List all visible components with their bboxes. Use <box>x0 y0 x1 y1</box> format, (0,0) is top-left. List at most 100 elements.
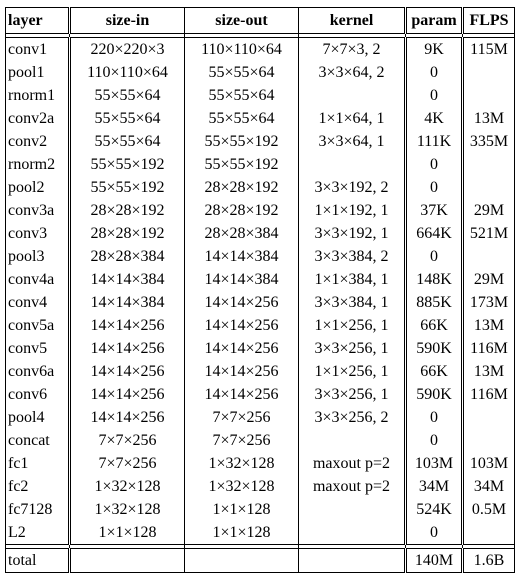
cell-flps: 13M <box>463 314 515 337</box>
cell-size-in: 55×55×64 <box>70 107 185 130</box>
table-row: conv3a 28×28×192 28×28×192 1×1×192, 1 37K 29M <box>6 199 515 222</box>
cell-param: 0 <box>406 429 463 452</box>
cell-size-out: 55×55×192 <box>185 130 299 153</box>
cell-layer: conv4 <box>6 291 70 314</box>
cell-size-out: 7×7×256 <box>185 429 299 452</box>
cell-flps: 0.5M <box>463 498 515 521</box>
table-row: conv4a 14×14×384 14×14×384 1×1×384, 1 148K 29… <box>6 268 515 291</box>
cell-size-out: 14×14×256 <box>185 383 299 406</box>
table-row: conv6 14×14×256 14×14×256 3×3×256, 1 590K 116… <box>6 383 515 406</box>
cell-layer: fc2 <box>6 475 70 498</box>
cell-size-in: 14×14×384 <box>70 268 185 291</box>
cell-size-out: 1×1×128 <box>185 521 299 545</box>
cell-size-out: 28×28×192 <box>185 176 299 199</box>
network-architecture-table: layer size-in size-out kernel param FLPS… <box>5 7 515 573</box>
cell-layer: pool3 <box>6 245 70 268</box>
cell-size-in: 14×14×256 <box>70 337 185 360</box>
total-label: total <box>6 549 70 573</box>
cell-size-out: 14×14×384 <box>185 245 299 268</box>
cell-param: 590K <box>406 383 463 406</box>
cell-size-out: 55×55×64 <box>185 107 299 130</box>
table-row: fc1 7×7×256 1×32×128 maxout p=2 103M 103M <box>6 452 515 475</box>
cell-size-in: 220×220×3 <box>70 38 185 62</box>
cell-kernel: 1×1×256, 1 <box>299 360 406 383</box>
cell-flps: 116M <box>463 337 515 360</box>
cell-flps: 173M <box>463 291 515 314</box>
cell-size-in: 14×14×256 <box>70 383 185 406</box>
table-row: fc2 1×32×128 1×32×128 maxout p=2 34M 34M <box>6 475 515 498</box>
header-param: param <box>406 8 463 34</box>
cell-size-out: 55×55×64 <box>185 61 299 84</box>
cell-kernel: 3×3×384, 2 <box>299 245 406 268</box>
cell-layer: conv3a <box>6 199 70 222</box>
cell-kernel: 1×1×64, 1 <box>299 107 406 130</box>
cell-param: 103M <box>406 452 463 475</box>
cell-flps: 335M <box>463 130 515 153</box>
cell-param: 148K <box>406 268 463 291</box>
cell-param: 0 <box>406 521 463 545</box>
cell-param: 0 <box>406 84 463 107</box>
cell-flps: 103M <box>463 452 515 475</box>
cell-size-in: 55×55×64 <box>70 84 185 107</box>
cell-param: 34M <box>406 475 463 498</box>
cell-kernel: 7×7×3, 2 <box>299 38 406 62</box>
table-row: pool2 55×55×192 28×28×192 3×3×192, 20 <box>6 176 515 199</box>
cell-size-in: 7×7×256 <box>70 452 185 475</box>
cell-kernel: 3×3×192, 1 <box>299 222 406 245</box>
cell-layer: conv5a <box>6 314 70 337</box>
cell-flps <box>463 153 515 176</box>
cell-kernel: 3×3×64, 1 <box>299 130 406 153</box>
cell-kernel: maxout p=2 <box>299 452 406 475</box>
cell-param: 37K <box>406 199 463 222</box>
table-row: conv4 14×14×384 14×14×256 3×3×384, 1 885K 173… <box>6 291 515 314</box>
cell-size-in: 14×14×384 <box>70 291 185 314</box>
cell-size-in: 55×55×192 <box>70 153 185 176</box>
table-row: rnorm1 55×55×64 55×55×64 0 <box>6 84 515 107</box>
cell-flps: 34M <box>463 475 515 498</box>
cell-kernel: 3×3×256, 2 <box>299 406 406 429</box>
network-architecture-table-wrapper: layer size-in size-out kernel param FLPS… <box>5 7 515 573</box>
cell-param: 66K <box>406 314 463 337</box>
cell-layer: conv1 <box>6 38 70 62</box>
cell-flps: 116M <box>463 383 515 406</box>
cell-flps <box>463 521 515 545</box>
cell-size-in: 14×14×256 <box>70 314 185 337</box>
cell-kernel <box>299 521 406 545</box>
cell-size-out: 55×55×64 <box>185 84 299 107</box>
cell-size-in: 14×14×256 <box>70 360 185 383</box>
cell-flps: 29M <box>463 268 515 291</box>
cell-size-out: 14×14×256 <box>185 337 299 360</box>
cell-size-out: 1×32×128 <box>185 475 299 498</box>
cell-size-out: 14×14×384 <box>185 268 299 291</box>
cell-kernel: maxout p=2 <box>299 475 406 498</box>
cell-flps <box>463 406 515 429</box>
cell-kernel <box>299 84 406 107</box>
header-layer: layer <box>6 8 70 34</box>
cell-param: 590K <box>406 337 463 360</box>
cell-param: 524K <box>406 498 463 521</box>
cell-kernel: 1×1×256, 1 <box>299 314 406 337</box>
table-header-row: layer size-in size-out kernel param FLPS <box>6 8 515 34</box>
cell-layer: L2 <box>6 521 70 545</box>
cell-flps: 13M <box>463 107 515 130</box>
table-row: L2 1×1×128 1×1×128 0 <box>6 521 515 545</box>
header-size-out: size-out <box>185 8 299 34</box>
cell-size-in: 1×32×128 <box>70 475 185 498</box>
cell-param: 664K <box>406 222 463 245</box>
table-row: conv1 220×220×3 110×110×64 7×7×3, 2 9K 115M <box>6 38 515 62</box>
cell-size-in: 28×28×192 <box>70 222 185 245</box>
cell-flps <box>463 429 515 452</box>
total-flps: 1.6B <box>463 549 515 573</box>
cell-kernel <box>299 153 406 176</box>
cell-size-in: 110×110×64 <box>70 61 185 84</box>
cell-size-out: 14×14×256 <box>185 314 299 337</box>
cell-param: 885K <box>406 291 463 314</box>
cell-layer: conv2a <box>6 107 70 130</box>
cell-size-in: 14×14×256 <box>70 406 185 429</box>
cell-kernel: 1×1×384, 1 <box>299 268 406 291</box>
total-size-in <box>70 549 185 573</box>
cell-kernel <box>299 429 406 452</box>
cell-param: 111K <box>406 130 463 153</box>
